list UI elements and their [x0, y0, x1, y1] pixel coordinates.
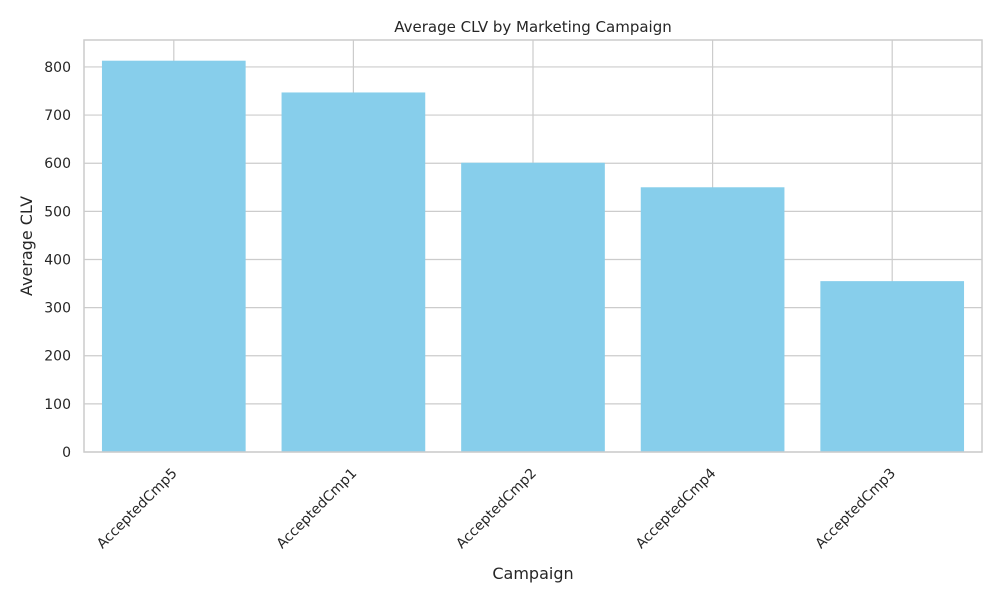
y-axis-ticks: 0 100 200 300 400 500 600 700 800 [44, 60, 71, 461]
x-tick-label: AcceptedCmp2 [453, 466, 540, 553]
y-tick-label: 0 [62, 445, 71, 461]
y-tick-label: 600 [44, 156, 71, 172]
y-tick-label: 300 [44, 301, 71, 317]
bars [101, 60, 965, 453]
y-tick-label: 200 [44, 349, 71, 365]
chart-title: Average CLV by Marketing Campaign [394, 18, 671, 36]
plot-frame [83, 39, 983, 453]
x-tick-label: AcceptedCmp4 [633, 465, 720, 552]
x-axis-ticks: AcceptedCmp5 AcceptedCmp1 AcceptedCmp2 Acce… [94, 465, 899, 552]
y-tick-label: 800 [44, 60, 71, 76]
bar-acceptedcmp3 [820, 281, 965, 452]
y-axis-label: Average CLV [17, 196, 36, 296]
y-tick-label: 100 [44, 397, 71, 413]
x-tick-label: AcceptedCmp5 [94, 466, 181, 553]
axes-frame [83, 39, 983, 453]
y-tick-label: 400 [44, 252, 71, 268]
bar-acceptedcmp4 [640, 187, 785, 452]
x-tick-label: AcceptedCmp1 [274, 466, 361, 553]
x-axis-label: Campaign [492, 564, 573, 583]
y-tick-label: 500 [44, 204, 71, 220]
y-tick-label: 700 [44, 108, 71, 124]
bar-acceptedcmp1 [281, 92, 426, 452]
bar-acceptedcmp5 [101, 60, 246, 453]
x-tick-label: AcceptedCmp3 [812, 466, 899, 553]
bar-acceptedcmp2 [461, 162, 605, 452]
